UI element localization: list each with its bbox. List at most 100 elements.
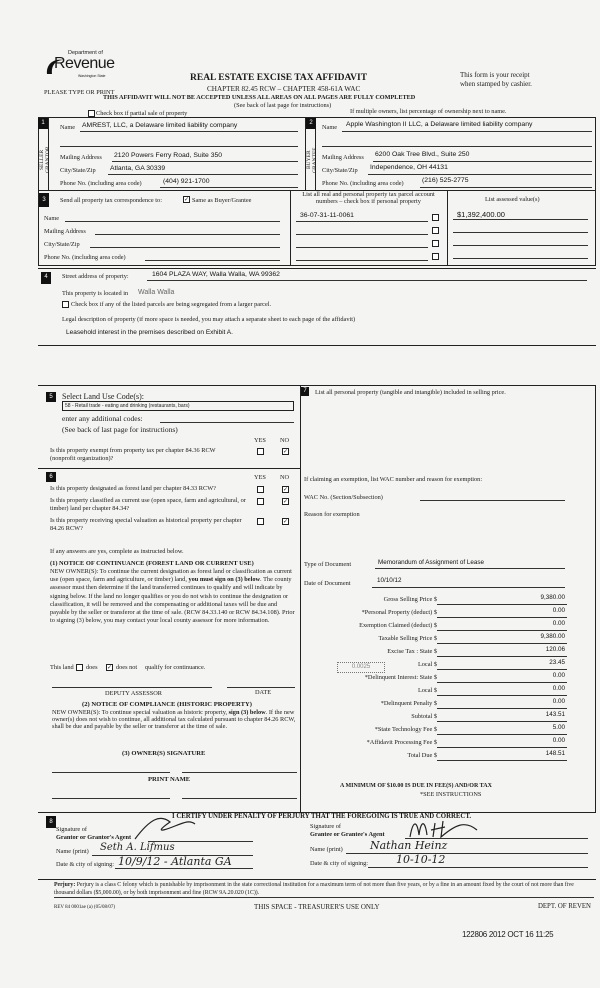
tax-line-value[interactable]: 120.06 bbox=[545, 646, 565, 653]
parcel-number-field[interactable]: 36-07-31-11-0061 bbox=[300, 212, 354, 219]
personal-property-checkbox[interactable] bbox=[432, 214, 439, 221]
street-label: Street address of property: bbox=[62, 273, 129, 280]
grantee-date-field[interactable]: 10-10-12 bbox=[396, 853, 446, 866]
parcel-line bbox=[296, 234, 428, 235]
owner-signature-field-2[interactable] bbox=[182, 772, 297, 773]
owner-signature-label: (3) OWNER(S) SIGNATURE bbox=[122, 750, 206, 757]
notice-2-text-b: . If the new owner(s) does not wish to c… bbox=[52, 709, 296, 731]
section-1-number: 1 bbox=[38, 118, 48, 129]
exempt-yes-checkbox[interactable] bbox=[257, 448, 264, 455]
tax-line-value[interactable]: 23.45 bbox=[549, 659, 565, 666]
partial-sale-label: Check box if partial sale of property bbox=[96, 110, 188, 117]
does-not-qualify-checkbox[interactable]: ✓ bbox=[106, 664, 113, 671]
land-use-see-back: (See back of last page for instructions) bbox=[62, 425, 178, 434]
seller-city-field[interactable]: Atlanta, GA 30339 bbox=[110, 165, 166, 172]
does-qualify-checkbox[interactable] bbox=[76, 664, 83, 671]
tax-line-value[interactable]: 0.00 bbox=[552, 620, 565, 627]
segregated-label: Check box if any of the listed parcels a… bbox=[71, 301, 272, 308]
section-8-box bbox=[38, 812, 596, 880]
same-as-buyer-label: Same as Buyer/Grantee bbox=[192, 197, 252, 204]
tax-line-value[interactable]: 0.00 bbox=[552, 737, 565, 744]
doc-type-field[interactable]: Memorandum of Assignment of Lease bbox=[378, 559, 485, 566]
notice-1-text: NEW OWNER(S): To continue the current de… bbox=[50, 568, 296, 625]
tax-line-value[interactable]: 148.51 bbox=[545, 750, 565, 757]
question-yes-checkbox[interactable] bbox=[257, 486, 264, 493]
grantor-date-field[interactable]: 10/9/12 - Atlanta GA bbox=[118, 855, 232, 868]
receipt-note-2: when stamped by cashier. bbox=[460, 80, 532, 88]
tax-line-value[interactable]: 0.00 bbox=[552, 685, 565, 692]
grantor-date-label: Date & city of signing: bbox=[56, 861, 115, 868]
corr-phone-field[interactable] bbox=[145, 260, 280, 261]
personal-property-checkbox[interactable] bbox=[432, 227, 439, 234]
assessed-value-field[interactable]: $1,392,400.00 bbox=[457, 210, 505, 219]
land-use-select[interactable]: 58 - Retail trade - eating and drinking … bbox=[62, 401, 294, 411]
partial-sale-checkbox[interactable] bbox=[88, 110, 95, 117]
corr-name-field[interactable] bbox=[65, 221, 280, 222]
assessor-date-field[interactable] bbox=[227, 687, 295, 688]
print-name-field-2[interactable] bbox=[182, 798, 297, 799]
seller-name-field[interactable]: AMREST, LLC, a Delaware limited liabilit… bbox=[82, 122, 238, 129]
tax-line-value[interactable]: 0.00 bbox=[552, 698, 565, 705]
print-name-field-1[interactable] bbox=[52, 798, 170, 799]
seller-mailing-field[interactable]: 2120 Powers Ferry Road, Suite 350 bbox=[114, 152, 223, 159]
tax-line-underline bbox=[437, 708, 567, 709]
tax-line-underline bbox=[437, 643, 567, 644]
tax-line-value[interactable]: 0.00 bbox=[552, 607, 565, 614]
question-no-checkbox[interactable]: ✓ bbox=[282, 486, 289, 493]
grantor-signature-field[interactable] bbox=[148, 841, 253, 842]
same-as-buyer-checkbox[interactable]: ✓ bbox=[183, 196, 190, 203]
question-no-checkbox[interactable]: ✓ bbox=[282, 518, 289, 525]
buyer-mailing-field[interactable]: 6200 Oak Tree Blvd., Suite 250 bbox=[375, 151, 470, 158]
grantee-signature-field[interactable] bbox=[405, 838, 588, 839]
corr-city-field[interactable] bbox=[90, 247, 280, 248]
assessed-line bbox=[453, 219, 588, 220]
notice-2-bold: sign (3) below bbox=[228, 709, 266, 716]
warning: THIS AFFIDAVIT WILL NOT BE ACCEPTED UNLE… bbox=[103, 94, 416, 101]
owner-signature-field-1[interactable] bbox=[52, 772, 170, 773]
located-field[interactable]: Walla Walla bbox=[138, 289, 175, 296]
tax-line-value[interactable]: 9,380.00 bbox=[540, 633, 565, 640]
parties-divider bbox=[305, 117, 306, 191]
personal-property-checkbox[interactable] bbox=[432, 253, 439, 260]
notice-2-text-a: NEW OWNER(S): To continue special valuat… bbox=[52, 709, 229, 716]
street-field[interactable]: 1604 PLAZA WAY, Walla Walla, WA 99362 bbox=[152, 271, 280, 278]
deputy-assessor-signature-field[interactable] bbox=[52, 687, 212, 688]
parcel-line bbox=[296, 221, 428, 222]
buyer-phone-label: Phone No. (including area code) bbox=[322, 180, 404, 187]
buyer-phone-field[interactable]: (216) 525-2775 bbox=[422, 177, 469, 184]
section-2-number: 2 bbox=[306, 118, 316, 129]
assessed-line bbox=[453, 245, 588, 246]
tax-line-value[interactable]: 9,380.00 bbox=[540, 594, 565, 601]
logo-state: Washington State bbox=[78, 74, 106, 78]
buyer-side-label: BUYER GRANTEE bbox=[306, 147, 318, 173]
question-yes-checkbox[interactable] bbox=[257, 518, 264, 525]
does-label: does bbox=[86, 664, 98, 671]
tax-line-value[interactable]: 5.00 bbox=[552, 724, 565, 731]
buyer-city-field[interactable]: Independence, OH 44131 bbox=[370, 164, 448, 171]
corr-mailing-field[interactable] bbox=[95, 234, 280, 235]
exempt-no-checkbox[interactable]: ✓ bbox=[282, 448, 289, 455]
tax-line-label: Taxable Selling Price $ bbox=[378, 635, 438, 642]
personal-property-checkbox[interactable] bbox=[432, 240, 439, 247]
grantee-signature-label-2: Grantee or Grantee's Agent bbox=[310, 831, 385, 838]
wac-field[interactable] bbox=[420, 500, 565, 501]
doc-date-field[interactable]: 10/10/12 bbox=[377, 577, 402, 584]
grantor-name-field[interactable]: Seth A. Lifmus bbox=[100, 842, 175, 853]
notice-1-bold: you must sign on (3) below bbox=[188, 576, 261, 584]
buyer-mailing-label: Mailing Address bbox=[322, 154, 364, 161]
qualify-label: qualify for continuance. bbox=[145, 664, 206, 671]
buyer-name-field[interactable]: Apple Washington II LLC, a Delaware limi… bbox=[346, 121, 533, 128]
tax-line-value[interactable]: 143.51 bbox=[545, 711, 565, 718]
section-3-box bbox=[38, 190, 596, 266]
grantee-name-field[interactable]: Nathan Heinz bbox=[370, 839, 448, 852]
legal-description-field[interactable]: Leasehold interest in the premises descr… bbox=[66, 329, 233, 336]
question-no-checkbox[interactable]: ✓ bbox=[282, 498, 289, 505]
segregated-checkbox[interactable] bbox=[62, 301, 69, 308]
deputy-assessor-label: DEPUTY ASSESSOR bbox=[105, 690, 162, 697]
seller-phone-field[interactable]: (404) 921-1700 bbox=[163, 178, 210, 185]
additional-codes-field[interactable] bbox=[160, 422, 294, 423]
local-rate-field[interactable]: 0.0025 bbox=[337, 662, 385, 673]
form-chapter: CHAPTER 82.45 RCW – CHAPTER 458-61A WAC bbox=[207, 85, 361, 93]
tax-line-value[interactable]: 0.00 bbox=[552, 672, 565, 679]
question-yes-checkbox[interactable] bbox=[257, 498, 264, 505]
